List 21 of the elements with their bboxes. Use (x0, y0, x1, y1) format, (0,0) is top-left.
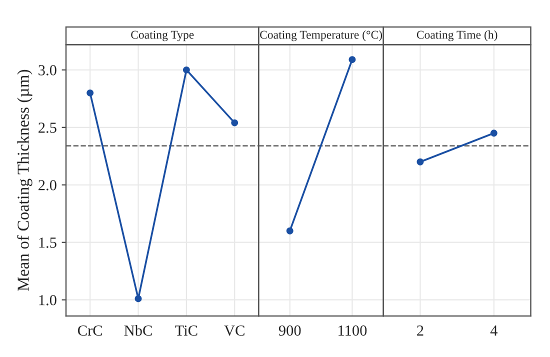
y-tick-label: 2.0 (38, 180, 56, 190)
point (182, 66, 190, 74)
y-tick-label: 2.5 (38, 122, 56, 133)
chart-title: Coating Type (131, 30, 194, 42)
x-tick-label: CrC (78, 325, 102, 336)
x-tick-label: VC (224, 325, 244, 336)
point (134, 295, 142, 302)
x-tick-label: 2 (417, 325, 424, 336)
y-tick-label: 1.5 (39, 238, 56, 248)
chart-title: Coating Time (h) (416, 30, 498, 42)
chart-title: Coating Temperature (°C) (260, 30, 382, 42)
x-tick-label: 4 (490, 326, 498, 336)
point (231, 119, 238, 126)
x-tick-label: 900 (278, 325, 301, 336)
x-tick-label: 1100 (338, 325, 367, 336)
y-tick-label: 3.0 (38, 65, 56, 76)
y-axis-title: Mean of Coating Thickness (µm) (16, 70, 32, 291)
x-tick-label: NbC (124, 324, 152, 336)
y-tick-label: 1.0 (39, 294, 56, 306)
point (86, 89, 94, 96)
x-tick-label: TiC (175, 325, 198, 336)
